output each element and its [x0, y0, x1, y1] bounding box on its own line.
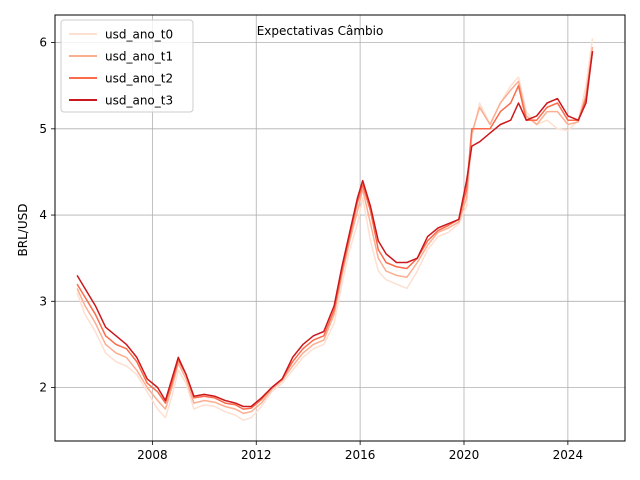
y-axis-label: BRL/USD — [16, 204, 30, 257]
x-tick-label: 2008 — [137, 448, 168, 462]
series-lines — [76, 38, 594, 422]
series-line-usd_ano_t3 — [76, 51, 594, 408]
grid — [55, 15, 625, 441]
y-tick-label: 5 — [39, 122, 47, 136]
x-tick-label: 2024 — [553, 448, 584, 462]
chart-title: Expectativas Câmbio — [257, 24, 384, 38]
series-line-usd_ano_t1 — [76, 46, 594, 415]
series-line-usd_ano_t0 — [76, 38, 594, 422]
y-tick-label: 4 — [39, 208, 47, 222]
series-line-usd_ano_t2 — [76, 51, 594, 410]
legend-label: usd_ano_t0 — [105, 28, 173, 42]
axis-ticks: 2008 2012 2016 2020 2024 2 3 4 5 6 — [39, 36, 583, 462]
legend-box — [60, 19, 194, 113]
y-tick-label: 3 — [39, 294, 47, 308]
y-tick-label: 6 — [39, 36, 47, 50]
y-tick-label: 2 — [39, 381, 47, 395]
legend-label: usd_ano_t3 — [105, 94, 173, 108]
x-tick-label: 2020 — [449, 448, 480, 462]
legend-label: usd_ano_t1 — [105, 50, 173, 64]
x-tick-label: 2012 — [241, 448, 272, 462]
plot-frame — [54, 14, 626, 442]
legend-label: usd_ano_t2 — [105, 72, 173, 86]
legend: usd_ano_t0 usd_ano_t1 usd_ano_t2 usd_ano_t3 — [60, 19, 194, 113]
x-tick-label: 2016 — [345, 448, 376, 462]
